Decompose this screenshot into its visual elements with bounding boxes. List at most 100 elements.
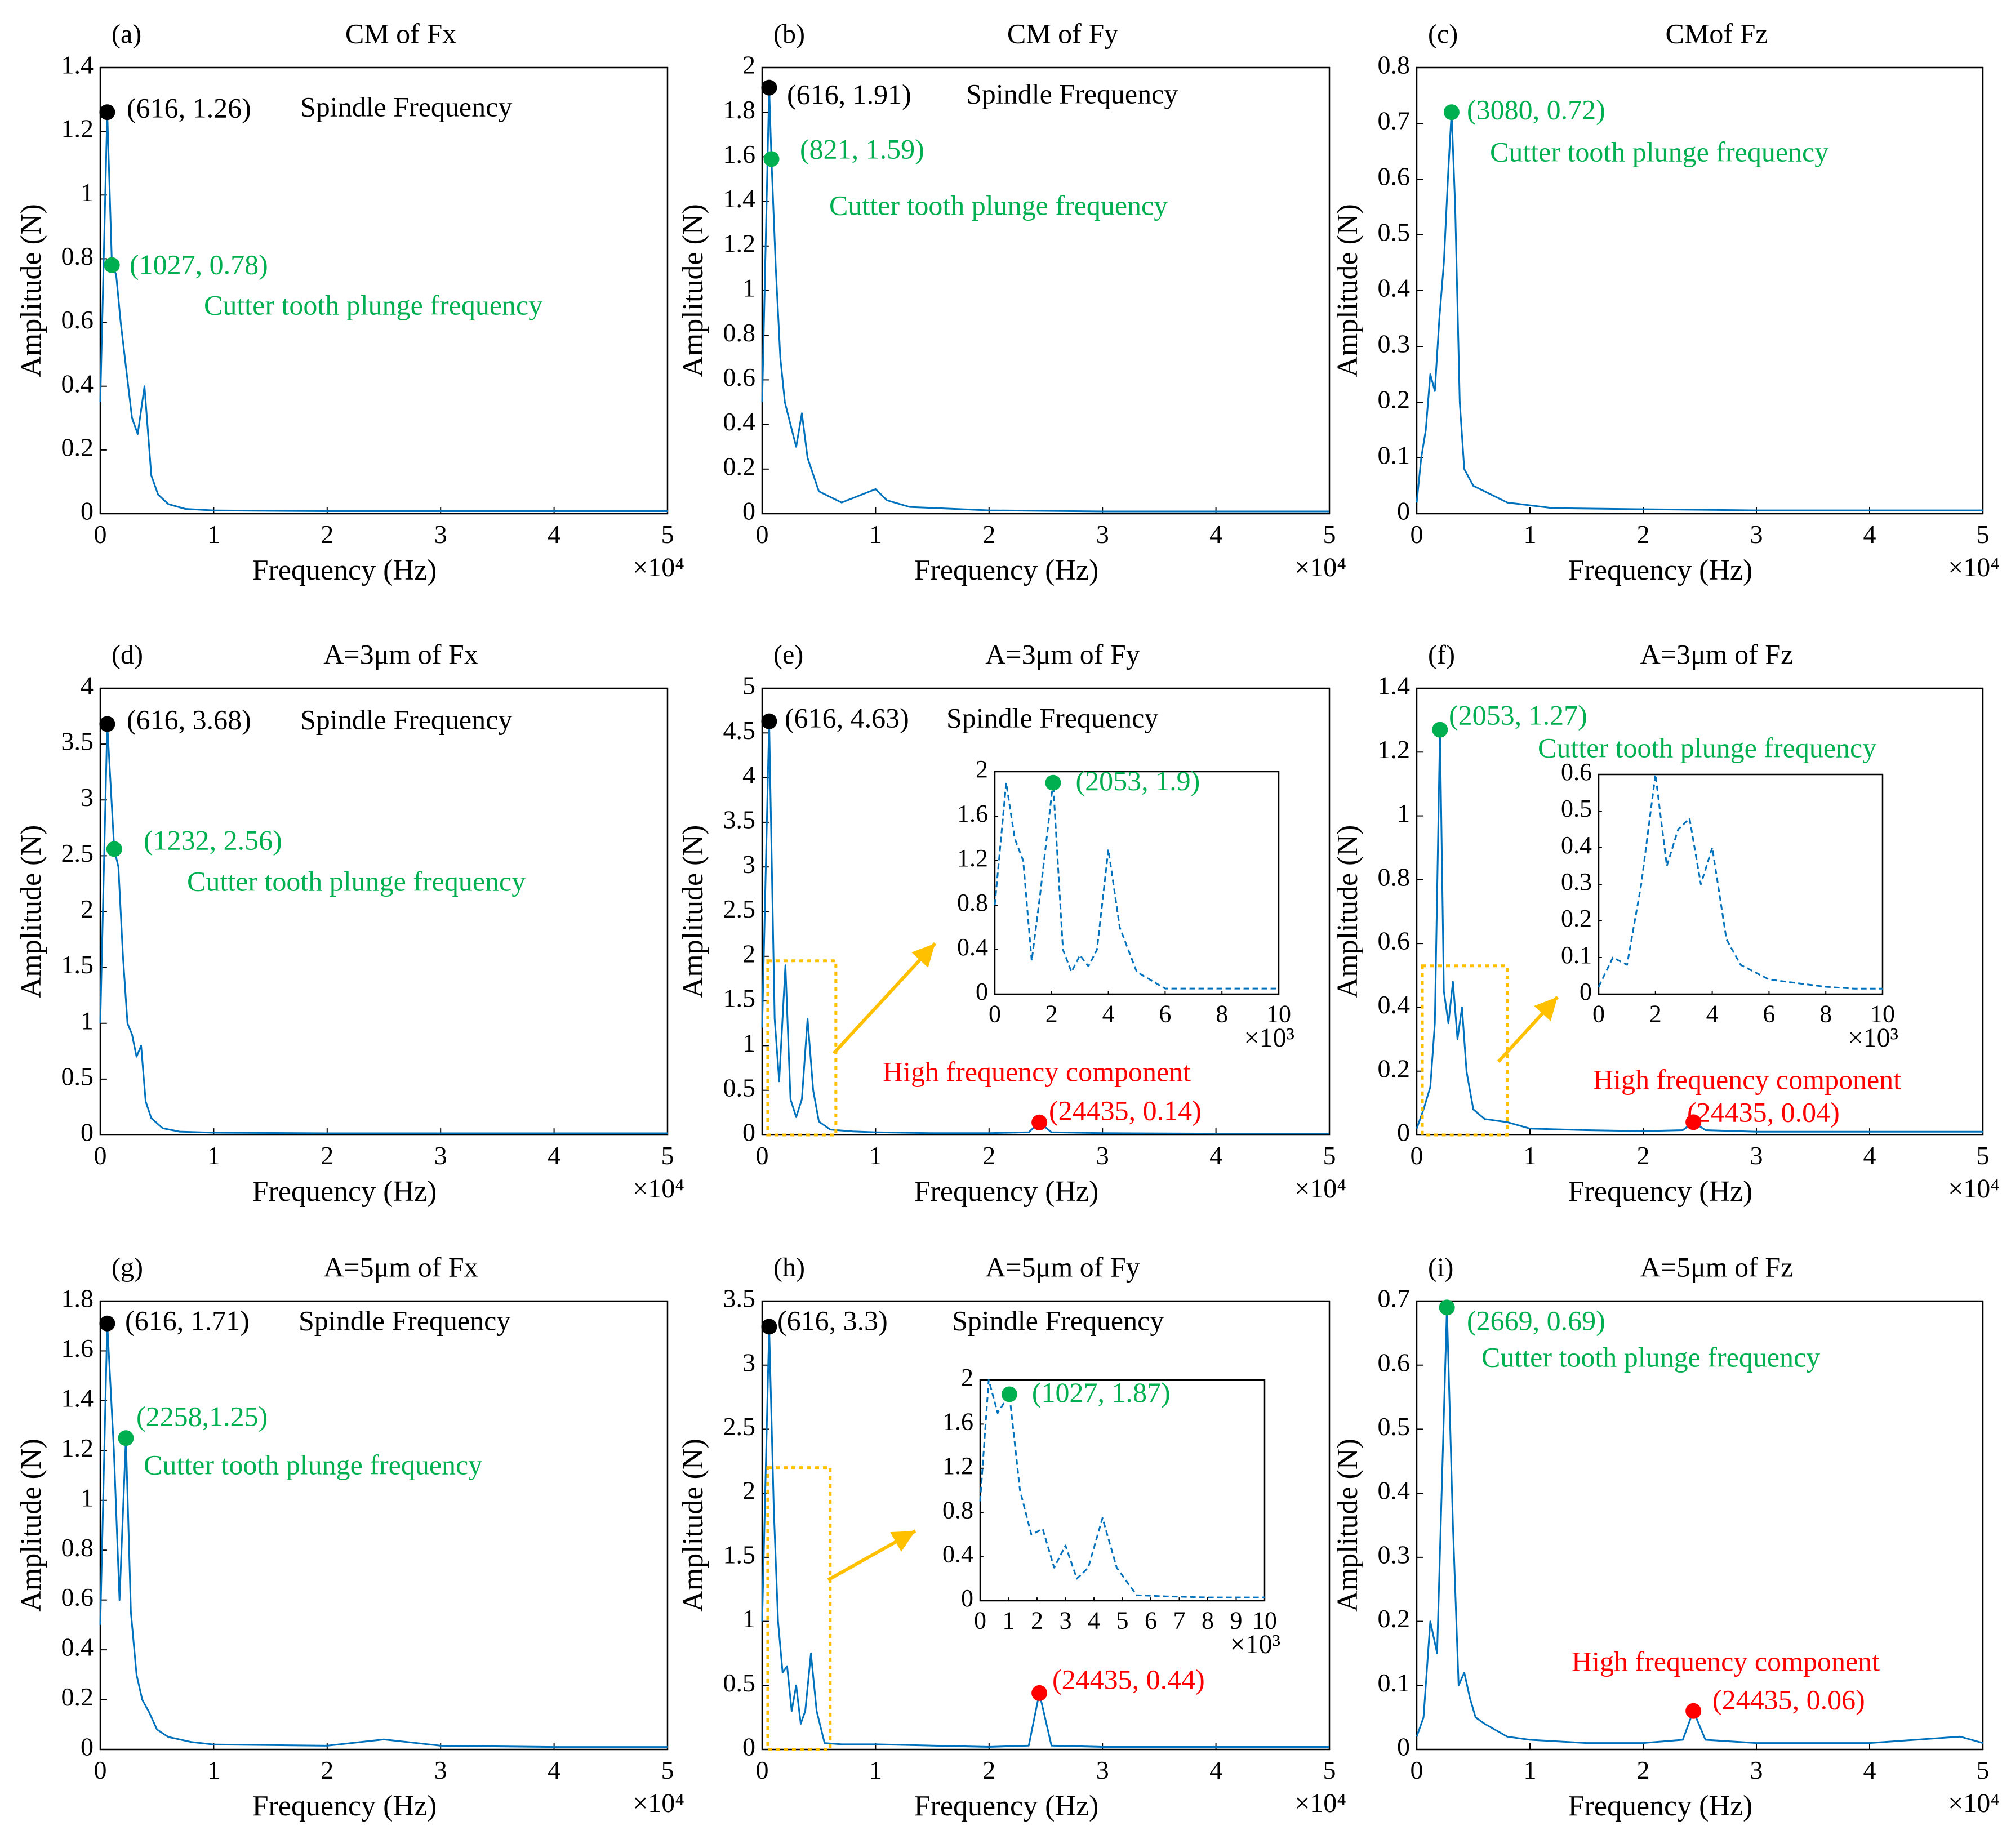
panel-d-ytick-label: 0.5 [61, 1062, 94, 1090]
panel-b-ytick-label: 1.6 [723, 140, 756, 168]
panel-e-xtick-label: 2 [982, 1141, 995, 1170]
panel-h-inset-xtick-label: 0 [974, 1607, 986, 1635]
panel-h-inset-ytick-label: 2 [961, 1364, 973, 1391]
panel-i-xtick-label: 5 [1977, 1756, 1990, 1784]
panel-d-xtick-label: 1 [207, 1141, 220, 1170]
panel-b-xtick-label: 0 [756, 520, 769, 549]
panel-c-xtick-label: 1 [1524, 520, 1537, 549]
panel-i-annotation-note: Cutter tooth plunge frequency [1481, 1341, 1820, 1373]
panel-a-frame [99, 66, 669, 515]
panel-i-panel-id: (i) [1428, 1253, 1453, 1283]
panel-a-ytick-label: 1 [81, 178, 94, 207]
panel-d-y-axis-label: Amplitude (N) [15, 825, 47, 999]
panel-h-inset-marker-plunge [1001, 1386, 1017, 1402]
panel-f-xtick-label: 1 [1524, 1141, 1537, 1170]
panel-h-inset-ytick-label: 0.4 [942, 1540, 973, 1568]
panel-h-x-exponent: ×10⁴ [1294, 1788, 1346, 1818]
panel-c-ytick-label: 0 [1397, 497, 1410, 526]
panel-d-ytick-label: 1.5 [61, 950, 94, 979]
panel-f-xtick-label: 4 [1863, 1141, 1876, 1170]
panel-f-annotation-label: (2053, 1.27) [1449, 699, 1587, 731]
panel-b-annotation-label: (616, 1.91) [787, 78, 911, 110]
panel-e-y-axis-label: Amplitude (N) [677, 825, 709, 999]
panel-i-ytick-label: 0.4 [1378, 1476, 1411, 1505]
panel-g-annotation-label: (2258,1.25) [136, 1400, 268, 1432]
panel-h-inset-x-exponent: ×10³ [1230, 1629, 1280, 1659]
panel-a-xtick-label: 2 [321, 520, 333, 549]
panel-e-ytick-label: 4 [742, 760, 755, 789]
panel-g-series-line [99, 1322, 668, 1748]
panel-h-inset-ytick-label: 1.6 [942, 1408, 973, 1435]
panel-g-annotation-note: Cutter tooth plunge frequency [144, 1449, 482, 1480]
panel-h-inset-series-line [979, 1379, 1265, 1598]
panel-c-x-exponent: ×10⁴ [1948, 553, 2000, 582]
panel-i-marker-plunge [1439, 1299, 1455, 1316]
panel-g-xtick-label: 0 [94, 1756, 107, 1784]
panel-f-ytick-label: 1 [1397, 799, 1410, 827]
panel-h-series-line [761, 1326, 1329, 1748]
panel-h-ytick-label: 2 [742, 1476, 755, 1505]
panel-a-annotation-note: Cutter tooth plunge frequency [204, 289, 542, 320]
panel-d-xtick-label: 4 [548, 1141, 560, 1170]
panel-e-ytick-label: 1 [742, 1028, 755, 1057]
panel-f-ytick-label: 0.6 [1378, 927, 1411, 955]
panel-e-inset-ytick-label: 0.4 [957, 933, 988, 961]
panel-f-title: A=3μm of Fz [1640, 638, 1794, 670]
panel-g-title: A=5μm of Fx [323, 1251, 478, 1283]
panel-g-ytick-label: 0.8 [61, 1533, 94, 1562]
panel-e-inset-ytick-label: 2 [976, 755, 988, 783]
panel-c-ytick-label: 0.2 [1378, 385, 1411, 414]
panel-a-marker-plunge [104, 257, 120, 273]
panel-e-x-axis-label: Frequency (Hz) [914, 1175, 1099, 1208]
panel-g-xtick-label: 2 [321, 1756, 333, 1784]
panel-f-inset-xtick-label: 8 [1819, 1000, 1832, 1028]
panel-c-marker-plunge [1443, 104, 1460, 121]
panel-c-ytick-label: 0.5 [1378, 218, 1411, 247]
panel-f-inset-ytick-label: 0.2 [1561, 905, 1592, 932]
panel-f-ytick-label: 1.2 [1378, 735, 1411, 764]
panel-f-inset-ytick-label: 0.1 [1561, 941, 1592, 969]
panel-d-series-line [99, 723, 668, 1134]
panel-f-panel-id: (f) [1428, 640, 1455, 670]
panel-h-xtick-label: 2 [982, 1756, 995, 1784]
panel-e-ytick-label: 1.5 [723, 984, 756, 1013]
panel-f-inset-series-line [1598, 773, 1883, 990]
panel-a-panel-id: (a) [112, 19, 141, 49]
panel-h-inset-xtick-label: 1 [1003, 1607, 1015, 1635]
panel-d-annotation-label: (1232, 2.56) [144, 824, 282, 856]
panel-e-ytick-label: 4.5 [723, 716, 756, 745]
panel-b-ytick-label: 0 [742, 497, 755, 526]
panel-b-xtick-label: 3 [1096, 520, 1109, 549]
panel-e-inset-xtick-label: 10 [1266, 1000, 1291, 1028]
panel-f-inset-xtick-label: 4 [1706, 1000, 1719, 1028]
panel-e-xtick-label: 3 [1096, 1141, 1109, 1170]
panel-c-x-axis-label: Frequency (Hz) [1568, 554, 1753, 586]
panel-a-ytick-label: 0 [81, 497, 94, 526]
panel-a-ytick-label: 0.2 [61, 433, 94, 461]
panel-g-x-axis-label: Frequency (Hz) [252, 1790, 437, 1822]
panel-e-ytick-label: 5 [742, 671, 755, 700]
panel-f-y-axis-label: Amplitude (N) [1332, 825, 1364, 999]
panel-h-annotation-label: (616, 3.3) [777, 1304, 888, 1336]
panel-d-ytick-label: 0 [81, 1118, 94, 1147]
panel-c-frame [1416, 66, 1984, 515]
panel-h-inset-xtick-label: 2 [1031, 1607, 1043, 1635]
panel-h-xtick-label: 4 [1209, 1756, 1222, 1784]
panel-e-x-exponent: ×10⁴ [1294, 1174, 1346, 1204]
panel-a-marker-spindle [99, 104, 115, 121]
panel-b-panel-id: (b) [773, 19, 805, 49]
panel-h-inset-xtick-label: 7 [1173, 1607, 1186, 1635]
panel-b-annotation-label: (821, 1.59) [800, 133, 924, 164]
panel-i-y-axis-label: Amplitude (N) [1332, 1439, 1364, 1612]
panel-g-ytick-label: 1.6 [61, 1334, 94, 1362]
panel-i-title: A=5μm of Fz [1640, 1251, 1794, 1283]
panel-c-y-axis-label: Amplitude (N) [1332, 204, 1364, 377]
panel-f-x-exponent: ×10⁴ [1948, 1174, 2000, 1204]
panel-f-xtick-label: 0 [1411, 1141, 1423, 1170]
panel-i-ytick-label: 0 [1397, 1733, 1410, 1761]
panel-e-inset-frame [994, 771, 1280, 995]
panel-g-ytick-label: 1 [81, 1483, 94, 1512]
panel-d-xtick-label: 5 [661, 1141, 674, 1170]
panel-i-ytick-label: 0.3 [1378, 1540, 1411, 1569]
